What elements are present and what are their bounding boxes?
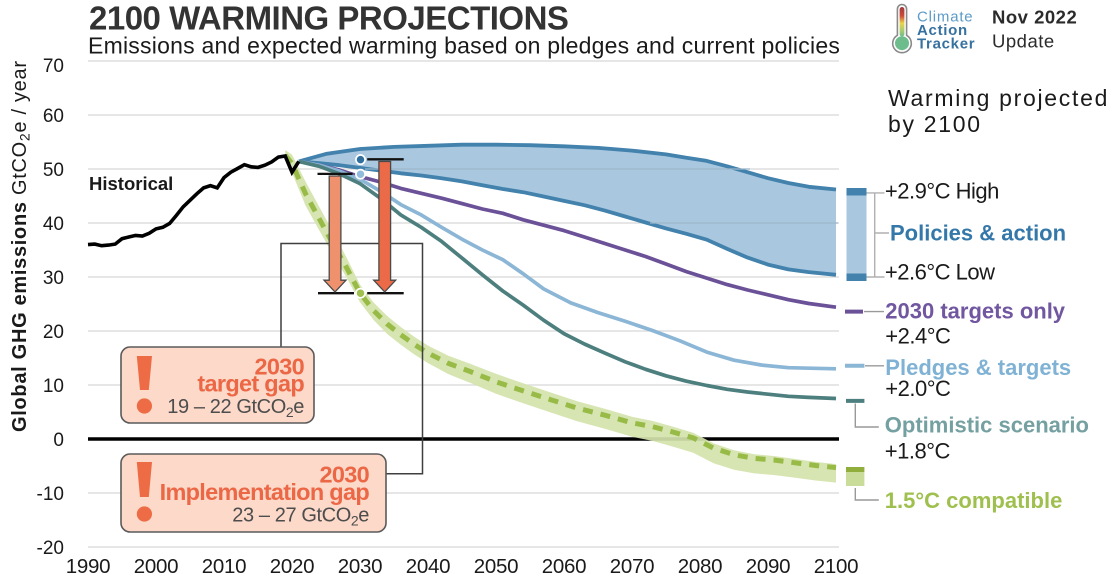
- svg-text:Implementation gap: Implementation gap: [160, 479, 370, 505]
- svg-text:-10: -10: [37, 484, 64, 505]
- svg-text:2080: 2080: [678, 555, 722, 578]
- svg-text:2010: 2010: [202, 555, 246, 578]
- svg-text:2100: 2100: [814, 555, 858, 578]
- svg-text:1990: 1990: [66, 555, 110, 578]
- svg-text:2030: 2030: [320, 462, 370, 488]
- svg-text:by 2100: by 2100: [888, 111, 982, 137]
- svg-text:2070: 2070: [610, 555, 654, 578]
- svg-text:19 – 22 GtCO2e: 19 – 22 GtCO2e: [167, 396, 304, 420]
- svg-text:Policies & action: Policies & action: [890, 220, 1066, 245]
- svg-text:70: 70: [43, 56, 64, 77]
- svg-text:Nov 2022: Nov 2022: [992, 7, 1077, 28]
- svg-text:Update: Update: [992, 31, 1055, 52]
- svg-text:-20: -20: [37, 538, 64, 559]
- svg-text:40: 40: [43, 214, 64, 235]
- svg-text:Emissions and expected warming: Emissions and expected warming based on …: [88, 32, 840, 58]
- svg-text:Action: Action: [917, 22, 968, 39]
- svg-text:Warming projected: Warming projected: [888, 85, 1109, 111]
- svg-text:Optimistic scenario: Optimistic scenario: [885, 412, 1089, 437]
- svg-text:20: 20: [43, 322, 64, 343]
- svg-text:Global GHG emissions GtCO2e /: Global GHG emissions GtCO2e / year: [9, 60, 33, 432]
- svg-text:2040: 2040: [406, 555, 450, 578]
- svg-text:+2.4°C: +2.4°C: [885, 324, 951, 349]
- svg-text:2030 targets only: 2030 targets only: [885, 299, 1066, 324]
- svg-text:2060: 2060: [542, 555, 586, 578]
- svg-text:10: 10: [43, 376, 64, 397]
- svg-text:23 – 27 GtCO2e: 23 – 27 GtCO2e: [232, 505, 369, 529]
- svg-text:50: 50: [43, 160, 64, 181]
- svg-text:0: 0: [53, 430, 64, 451]
- svg-text:2050: 2050: [474, 555, 518, 578]
- svg-text:+2.0°C: +2.0°C: [885, 376, 951, 401]
- svg-text:2090: 2090: [746, 555, 790, 578]
- svg-text:+2.9°C High: +2.9°C High: [885, 179, 999, 204]
- svg-text:+1.8°C: +1.8°C: [885, 438, 951, 463]
- svg-text:Pledges & targets: Pledges & targets: [885, 355, 1071, 380]
- svg-text:2030: 2030: [338, 555, 382, 578]
- svg-text:Climate: Climate: [917, 9, 973, 26]
- svg-text:2000: 2000: [134, 555, 178, 578]
- svg-text:2100 WARMING PROJECTIONS: 2100 WARMING PROJECTIONS: [89, 0, 568, 37]
- svg-text:60: 60: [43, 106, 64, 127]
- svg-text:Historical: Historical: [89, 173, 173, 194]
- svg-text:2020: 2020: [270, 555, 314, 578]
- svg-text:1.5°C compatible: 1.5°C compatible: [885, 488, 1063, 513]
- svg-text:+2.6°C Low: +2.6°C Low: [885, 260, 995, 285]
- svg-text:Tracker: Tracker: [917, 36, 975, 53]
- svg-text:target gap: target gap: [197, 371, 304, 397]
- svg-text:30: 30: [43, 268, 64, 289]
- svg-text:2030: 2030: [255, 354, 305, 380]
